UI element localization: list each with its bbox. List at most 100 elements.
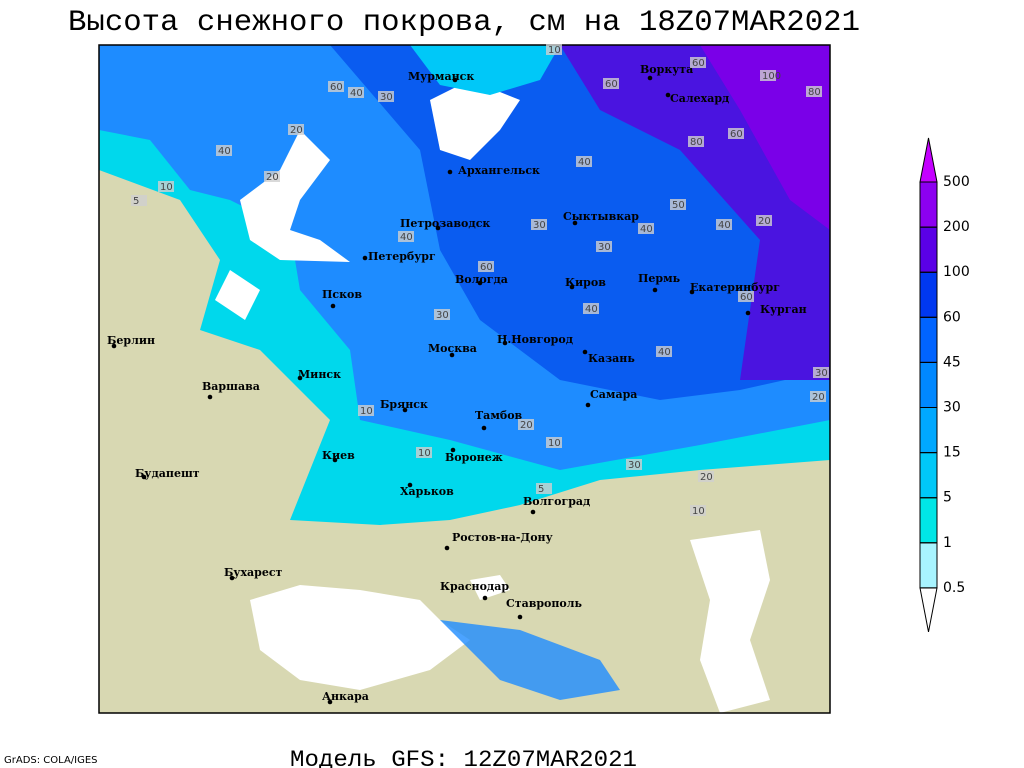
contour-label: 20 — [266, 172, 279, 183]
city-label: Киров — [565, 276, 606, 289]
city-label: Казань — [588, 352, 635, 365]
city-label: Харьков — [400, 485, 454, 498]
contour-label: 60 — [730, 129, 743, 140]
city-label: Екатеринбург — [690, 281, 780, 294]
contour-label: 40 — [718, 220, 731, 231]
contour-label: 30 — [533, 220, 546, 231]
contour-label-bg — [531, 219, 547, 230]
contour-label-bg — [760, 70, 776, 81]
contour-label: 30 — [628, 460, 641, 471]
contour-label-bg — [728, 128, 744, 139]
city-dot — [569, 284, 575, 290]
contour-label: 10 — [160, 182, 173, 193]
caucasus-snow — [440, 620, 620, 700]
city-dot — [141, 474, 147, 480]
contour-label-bg — [583, 303, 599, 314]
contour-label-bg — [536, 483, 552, 494]
contour-label-bg — [626, 459, 642, 470]
contour-label: 40 — [585, 304, 598, 315]
city-label: Волгоград — [523, 495, 590, 508]
contour-label-bg — [716, 219, 732, 230]
contour-label-bg — [690, 57, 706, 68]
contour-label: 10 — [418, 448, 431, 459]
city-label: Бухарест — [224, 566, 283, 579]
legend-label: 5 — [943, 490, 952, 506]
city-label: Н.Новгород — [497, 333, 573, 346]
city-label: Самара — [590, 388, 637, 401]
caspian-sea — [690, 530, 770, 713]
snow-max — [700, 45, 830, 230]
contour-label-bg — [518, 419, 534, 430]
city-label: Будапешт — [135, 467, 200, 480]
azov-sea — [470, 575, 510, 600]
contour-label-bg — [756, 215, 772, 226]
contour-label-bg — [264, 171, 280, 182]
city-label: Петрозаводск — [400, 217, 490, 230]
city-dot — [517, 614, 523, 620]
contour-label-bg — [288, 124, 304, 135]
contour-label: 10 — [360, 406, 373, 417]
city-label: Сыктывкар — [563, 210, 639, 223]
contour-label-bg — [478, 261, 494, 272]
contour-label-bg — [688, 136, 704, 147]
city-dot — [482, 595, 488, 601]
city-dot — [229, 575, 235, 581]
city-dot — [530, 509, 536, 515]
contour-label: 10 — [548, 45, 561, 56]
map — [98, 44, 831, 714]
city-dot — [652, 287, 658, 293]
city-label: Минск — [298, 368, 341, 381]
model-caption: Модель GFS: 12Z07MAR2021 — [290, 747, 637, 768]
legend-triangle-low — [919, 587, 938, 632]
legend-box — [919, 181, 938, 228]
city-label: Салехард — [670, 92, 729, 105]
city-label: Берлин — [107, 334, 155, 347]
contour-label: 20 — [700, 472, 713, 483]
legend-label: 1 — [943, 535, 952, 551]
city-label: Киев — [322, 449, 355, 462]
contour-label: 20 — [520, 420, 533, 431]
city-dot — [745, 310, 751, 316]
legend-label: 500 — [943, 174, 970, 190]
contour-label-bg — [603, 78, 619, 89]
legend-label: 30 — [943, 400, 961, 416]
city-dot — [665, 92, 671, 98]
city-dot — [450, 447, 456, 453]
city-dot — [585, 402, 591, 408]
contour-label: 40 — [578, 157, 591, 168]
contour-label-bg — [670, 199, 686, 210]
contour-label: 80 — [690, 137, 703, 148]
city-label: Ростов-на-Дону — [452, 531, 553, 544]
legend-box — [919, 452, 938, 499]
black-sea — [250, 585, 470, 690]
city-dot — [689, 289, 695, 295]
city-label: Пермь — [638, 272, 681, 285]
contour-label-bg — [546, 437, 562, 448]
city-dot — [449, 352, 455, 358]
city-label: Псков — [322, 288, 362, 301]
legend-box — [919, 271, 938, 318]
city-dot — [362, 255, 368, 261]
contour-label: 20 — [758, 216, 771, 227]
city-dot — [481, 425, 487, 431]
contour-label-bg — [158, 181, 174, 192]
contour-label-bg — [348, 87, 364, 98]
city-label: Архангельск — [458, 164, 540, 177]
legend-label: 15 — [943, 445, 961, 461]
city-dot — [402, 407, 408, 413]
contour-label: 30 — [815, 368, 828, 379]
contour-label-bg — [328, 81, 344, 92]
legend-label: 0.5 — [943, 580, 965, 596]
city-dot — [407, 482, 413, 488]
legend-box — [919, 316, 938, 363]
contour-label: 60 — [692, 58, 705, 69]
contour-label-bg — [398, 231, 414, 242]
city-dot — [435, 225, 441, 231]
city-label: Воркута — [640, 63, 693, 76]
contour-label-bg — [131, 195, 147, 206]
city-dot — [572, 220, 578, 226]
legend-box — [919, 361, 938, 408]
contour-label-bg — [596, 241, 612, 252]
legend-triangle-high — [919, 137, 938, 183]
